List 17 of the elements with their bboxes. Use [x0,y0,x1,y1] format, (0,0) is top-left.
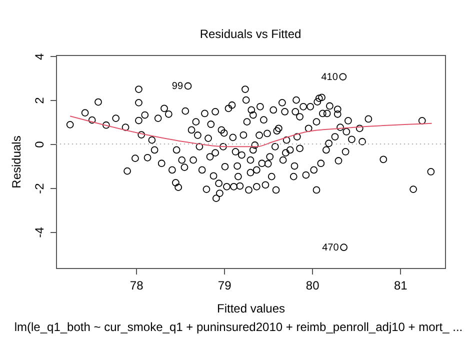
x-axis-title: Fitted values [216,302,286,316]
y-tick-label: 0 [32,140,46,148]
line-series [70,116,432,148]
y-tick-label: 2 [32,96,46,104]
y-axis-title: Residuals [10,136,24,188]
x-tick-label: 81 [394,278,408,292]
chart-title: Residuals vs Fitted [200,26,302,41]
annotation: 470 [322,242,340,254]
y-tick-label: -2 [32,182,46,194]
y-tick-label: 4 [32,52,46,60]
annotation: 410 [321,72,338,83]
x-tick-label: 80 [306,278,320,292]
x-tick-label: 79 [218,278,232,292]
text: lm(le_q1_both ~ cur_smoke_q1 + puninsured2010 + reimb_penroll_adj10 + mort_ ... [14,320,463,334]
y-tick-label: -4 [32,226,46,238]
x-tick-label: 78 [130,278,144,292]
annotation: 99 [172,80,184,92]
